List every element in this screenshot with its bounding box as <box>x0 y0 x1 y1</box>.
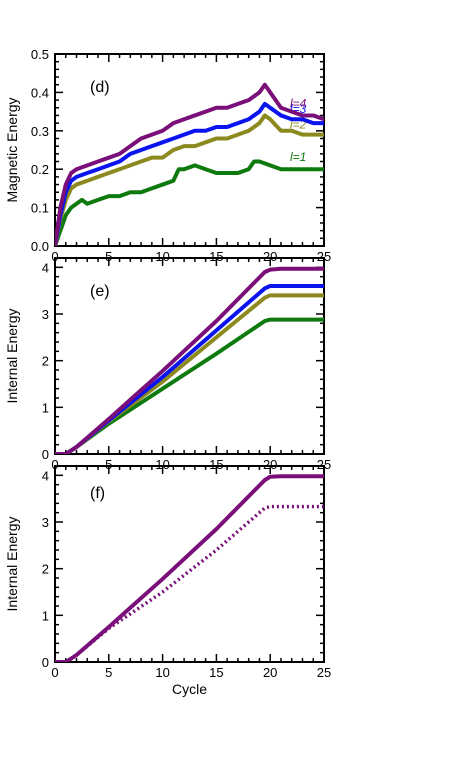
y-tick-label: 0.1 <box>31 201 49 216</box>
panel-label: (f) <box>90 485 105 502</box>
series-line-0-2 <box>55 101 324 246</box>
y-tick-label: 0 <box>42 447 49 462</box>
y-tick-label: 4 <box>42 468 49 483</box>
y-tick-label: 0.0 <box>31 239 49 254</box>
y-tick-label: 3 <box>42 515 49 530</box>
x-tick-label: 0 <box>51 665 58 680</box>
x-tick-label: 20 <box>263 249 277 264</box>
y-tick-label: 0.5 <box>31 47 49 62</box>
x-tick-label: 0 <box>51 457 58 472</box>
plot-frame <box>54 53 325 247</box>
y-tick-label: 1 <box>42 400 49 415</box>
x-tick-label: 25 <box>317 249 331 264</box>
plot-frame <box>54 465 325 663</box>
y-axis-title: Magnetic Energy <box>4 97 20 202</box>
series-label: l=4 <box>290 96 307 110</box>
x-tick-label: 15 <box>209 457 223 472</box>
y-tick-label: 2 <box>42 354 49 369</box>
x-tick-label: 5 <box>105 249 112 264</box>
x-tick-label: 25 <box>317 457 331 472</box>
x-tick-label: 5 <box>105 457 112 472</box>
y-tick-label: 3 <box>42 307 49 322</box>
series-label: l=1 <box>290 150 306 164</box>
x-tick-label: 20 <box>263 665 277 680</box>
series-line-1-3 <box>55 266 324 454</box>
y-axis-title: Internal Energy <box>4 309 20 404</box>
x-tick-label: 10 <box>155 457 169 472</box>
y-tick-label: 0.4 <box>31 85 49 100</box>
y-tick-label: 0.3 <box>31 124 49 139</box>
y-tick-label: 1 <box>42 608 49 623</box>
panel-label: (d) <box>90 79 110 96</box>
series-line-0-3 <box>55 82 324 246</box>
panel-1: 0 5 10 15 20 25 0 1 2 3 4 Internal Energy (e) <box>4 257 331 472</box>
panel-2: 0 5 10 15 20 25 0 1 2 3 4 Internal Energy Cycle (f) <box>4 465 331 697</box>
x-tick-label: 5 <box>105 665 112 680</box>
y-tick-label: 0.2 <box>31 162 49 177</box>
x-tick-label: 10 <box>155 249 169 264</box>
x-tick-label: 15 <box>209 665 223 680</box>
y-tick-label: 4 <box>42 260 49 275</box>
y-axis-title: Internal Energy <box>4 517 20 612</box>
series-line-0-0 <box>55 159 324 246</box>
y-tick-label: 0 <box>42 655 49 670</box>
x-tick-label: 20 <box>263 457 277 472</box>
plot-frame <box>54 257 325 455</box>
x-tick-label: 0 <box>51 249 58 264</box>
x-tick-label: 15 <box>209 249 223 264</box>
x-axis-title: Cycle <box>172 681 207 697</box>
panel-0: 0 5 10 15 20 25 0.0 0.1 0.2 0.3 0.4 0.5 Magnetic Ene… <box>4 47 331 264</box>
series-line-2-0 <box>55 474 324 662</box>
series-line-0-1 <box>55 113 324 246</box>
y-tick-label: 2 <box>42 562 49 577</box>
panel-label: (e) <box>90 283 110 300</box>
x-tick-label: 10 <box>155 665 169 680</box>
x-tick-label: 25 <box>317 665 331 680</box>
